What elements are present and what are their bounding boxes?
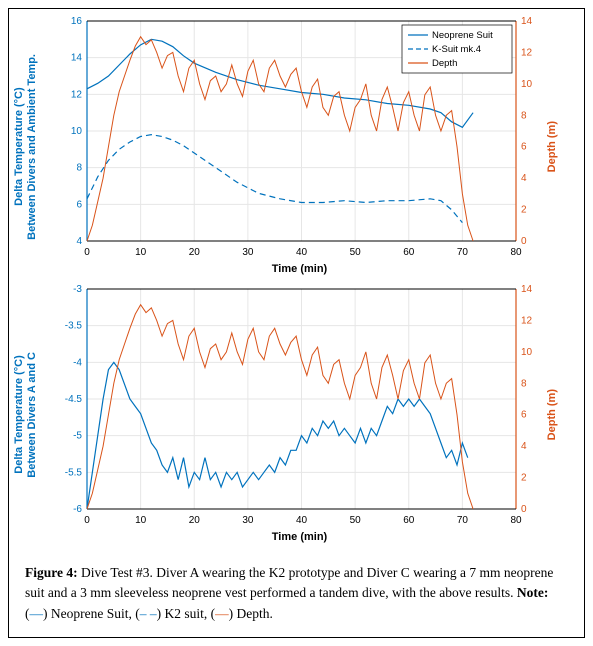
svg-text:30: 30 <box>242 515 254 526</box>
svg-text:6: 6 <box>521 410 527 421</box>
chart-bottom-ylabel-left: Delta Temperature (°C) Between Divers A … <box>13 352 39 478</box>
neoprene-line-icon: — <box>30 606 44 621</box>
svg-text:Depth: Depth <box>432 58 457 69</box>
chart-bottom: Delta Temperature (°C) Between Divers A … <box>13 281 574 549</box>
svg-text:80: 80 <box>510 247 522 258</box>
svg-text:-5: -5 <box>73 431 82 442</box>
svg-text:16: 16 <box>71 16 83 27</box>
svg-text:0: 0 <box>521 236 527 247</box>
svg-text:30: 30 <box>242 247 254 258</box>
svg-text:10: 10 <box>135 515 147 526</box>
chart-bottom-xlabel: Time (min) <box>53 529 546 549</box>
chart-top-ylabel-right: Depth (m) <box>546 121 558 172</box>
svg-text:8: 8 <box>521 110 527 121</box>
svg-text:20: 20 <box>189 247 201 258</box>
chart-top-svg: 0 10 20 30 40 50 60 70 80 4 6 8 10 12 14 16 0 2 4 6 8 10 12 14 N… <box>53 13 546 261</box>
chart-top-plot: 0 10 20 30 40 50 60 70 80 4 6 8 10 12 14 16 0 2 4 6 8 10 12 14 N… <box>53 13 546 261</box>
svg-text:20: 20 <box>189 515 201 526</box>
svg-text:12: 12 <box>521 315 533 326</box>
svg-text:4: 4 <box>521 173 527 184</box>
svg-text:60: 60 <box>403 515 415 526</box>
svg-text:K-Suit mk.4: K-Suit mk.4 <box>432 44 481 55</box>
svg-text:80: 80 <box>510 515 522 526</box>
chart-top-ylabel-right-wrap: Depth (m) <box>546 13 574 281</box>
svg-text:-6: -6 <box>73 504 82 515</box>
chart-bottom-ylabel-left-wrap: Delta Temperature (°C) Between Divers A … <box>13 281 53 549</box>
caption-legend-k2: K2 suit, <box>164 606 207 621</box>
svg-text:8: 8 <box>76 163 82 174</box>
chart-top-ylabel-left-wrap: Delta Temperature (°C) Between Divers an… <box>13 13 53 281</box>
caption-body: Dive Test #3. Diver A wearing the K2 pro… <box>25 565 553 600</box>
k2-line-icon: – – <box>140 606 157 621</box>
svg-text:12: 12 <box>521 47 533 58</box>
svg-text:60: 60 <box>403 247 415 258</box>
svg-text:50: 50 <box>350 247 362 258</box>
chart-bottom-ylabel-right: Depth (m) <box>546 389 558 440</box>
figure-label: Figure 4: <box>25 565 78 580</box>
caption-legend-neoprene: Neoprene Suit, <box>51 606 132 621</box>
svg-text:8: 8 <box>521 378 527 389</box>
svg-text:40: 40 <box>296 515 308 526</box>
svg-text:12: 12 <box>71 89 83 100</box>
chart-bottom-ylabel-right-wrap: Depth (m) <box>546 281 574 549</box>
svg-text:14: 14 <box>71 53 83 64</box>
svg-text:40: 40 <box>296 247 308 258</box>
charts-area: Delta Temperature (°C) Between Divers an… <box>9 9 584 553</box>
chart-bottom-svg: 0 10 20 30 40 50 60 70 80 -6 -5.5 -5 -4.5 -4 -3.5 -3 0 2 4… <box>53 281 546 529</box>
svg-text:10: 10 <box>521 347 533 358</box>
svg-text:10: 10 <box>135 247 147 258</box>
svg-text:70: 70 <box>457 247 469 258</box>
svg-text:-4.5: -4.5 <box>65 394 83 405</box>
svg-text:2: 2 <box>521 473 527 484</box>
svg-text:0: 0 <box>84 247 90 258</box>
chart-bottom-plot-column: 0 10 20 30 40 50 60 70 80 -6 -5.5 -5 -4.5 -4 -3.5 -3 0 2 4… <box>53 281 546 549</box>
svg-text:0: 0 <box>521 504 527 515</box>
figure-container: Delta Temperature (°C) Between Divers an… <box>8 8 585 638</box>
caption-note-label: Note: <box>517 585 548 600</box>
chart-top-ylabel-left: Delta Temperature (°C) Between Divers an… <box>13 54 39 240</box>
svg-text:4: 4 <box>76 236 82 247</box>
svg-text:-3: -3 <box>73 284 82 295</box>
chart-top-xlabel: Time (min) <box>53 261 546 281</box>
svg-text:Neoprene Suit: Neoprene Suit <box>432 30 493 41</box>
svg-text:-5.5: -5.5 <box>65 467 83 478</box>
svg-text:14: 14 <box>521 16 533 27</box>
svg-text:50: 50 <box>350 515 362 526</box>
svg-text:10: 10 <box>71 126 83 137</box>
figure-caption: Figure 4: Dive Test #3. Diver A wearing … <box>9 553 584 638</box>
svg-text:6: 6 <box>76 199 82 210</box>
svg-text:6: 6 <box>521 142 527 153</box>
svg-text:-4: -4 <box>73 357 82 368</box>
svg-text:14: 14 <box>521 284 533 295</box>
chart-top-plot-column: 0 10 20 30 40 50 60 70 80 4 6 8 10 12 14 16 0 2 4 6 8 10 12 14 N… <box>53 13 546 281</box>
chart-top: Delta Temperature (°C) Between Divers an… <box>13 13 574 281</box>
svg-text:-3.5: -3.5 <box>65 321 83 332</box>
svg-text:10: 10 <box>521 79 533 90</box>
svg-text:2: 2 <box>521 205 527 216</box>
chart-bottom-plot: 0 10 20 30 40 50 60 70 80 -6 -5.5 -5 -4.5 -4 -3.5 -3 0 2 4… <box>53 281 546 529</box>
depth-line-icon: — <box>215 606 229 621</box>
svg-text:0: 0 <box>84 515 90 526</box>
svg-text:70: 70 <box>457 515 469 526</box>
caption-legend-depth: Depth. <box>237 606 273 621</box>
svg-text:4: 4 <box>521 441 527 452</box>
